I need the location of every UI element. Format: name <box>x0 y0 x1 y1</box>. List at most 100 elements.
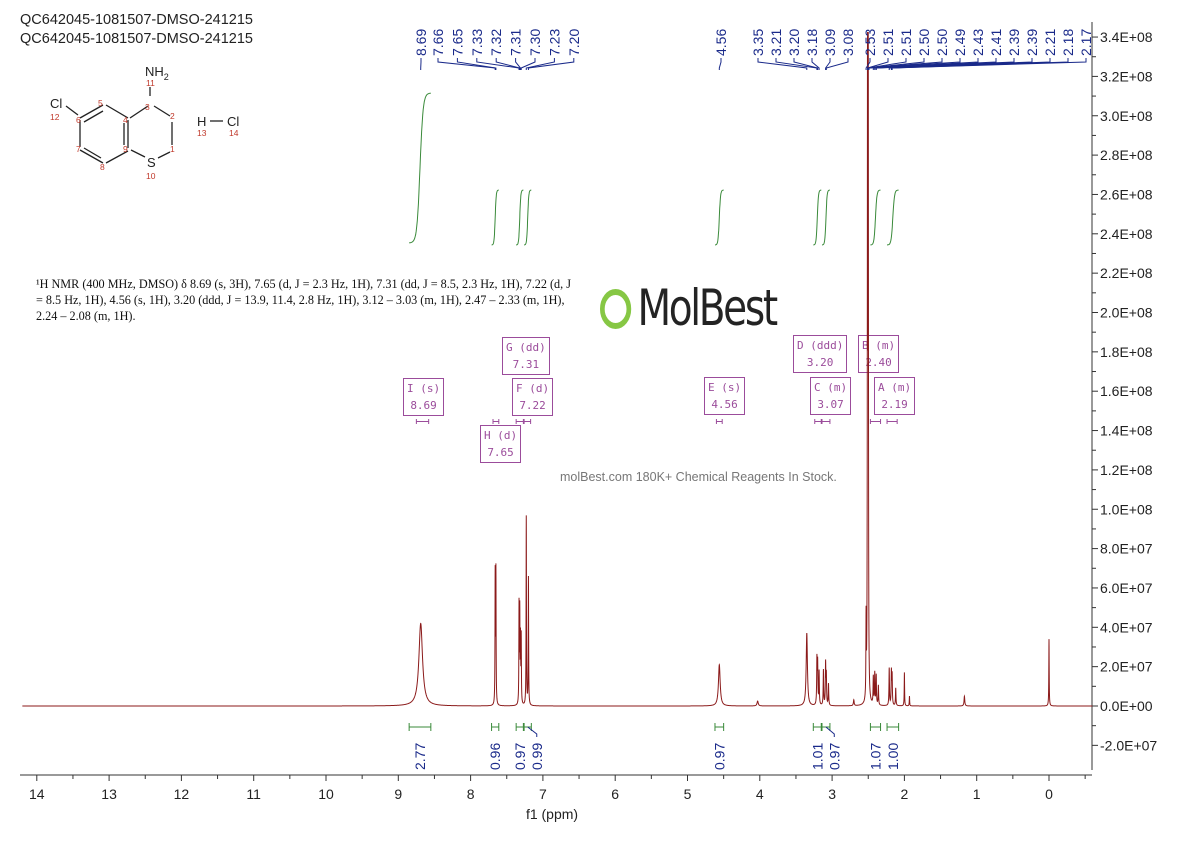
x-tick-label: 9 <box>394 786 402 802</box>
peak-label: 2.39 <box>1006 29 1022 56</box>
peak-label: 2.50 <box>916 29 932 56</box>
spectrum-line <box>22 31 1093 707</box>
multiplet-box-b: B (m) 2.40 <box>858 335 900 373</box>
x-tick-label: 11 <box>246 786 261 802</box>
y-tick-label: 2.8E+08 <box>1100 147 1153 163</box>
peak-label-connector <box>825 58 849 70</box>
atom-number: 6 <box>76 115 81 125</box>
integral-curve <box>822 189 830 246</box>
peak-label: 2.39 <box>1024 29 1040 56</box>
multiplet-range-bar <box>886 419 898 424</box>
peak-label: 2.51 <box>880 29 896 56</box>
peak-label: 3.18 <box>804 29 820 56</box>
peak-label: 3.08 <box>840 29 856 56</box>
integral-range-bar <box>886 723 900 731</box>
peak-label: 2.21 <box>1042 29 1058 56</box>
multiplet-range-bar <box>821 419 831 424</box>
multiplet-box-g: G (dd) 7.31 <box>502 337 550 375</box>
peak-label: 7.31 <box>508 29 524 56</box>
peak-label-connector <box>515 58 521 70</box>
peak-label: 2.50 <box>934 29 950 56</box>
peak-label: 3.21 <box>768 29 784 56</box>
peak-label-connector <box>811 58 820 70</box>
integral-range-bar <box>491 723 500 731</box>
y-tick-label: 3.0E+08 <box>1100 108 1153 124</box>
atom-nh2: NH2 <box>145 64 169 82</box>
integral-value: 2.77 <box>412 743 428 770</box>
x-tick-label: 3 <box>828 786 836 802</box>
peak-label-connector <box>891 58 1087 70</box>
peak-label: 7.65 <box>449 29 465 56</box>
multiplet-shift: 2.19 <box>881 398 908 411</box>
watermark-logo: MolBest <box>600 280 778 336</box>
integral-curve <box>887 189 899 246</box>
multiplet-shift: 8.69 <box>410 399 437 412</box>
multiplet-label: I (s) <box>407 382 441 395</box>
integral-label-connector <box>825 726 835 737</box>
peak-label: 7.30 <box>527 29 543 56</box>
y-tick-label: 1.8E+08 <box>1100 344 1153 360</box>
y-tick-label: -2.0E+07 <box>1100 737 1157 753</box>
y-tick-label: 0.0E+00 <box>1100 698 1153 714</box>
multiplet-box-e: E (s) 4.56 <box>704 377 746 415</box>
integral-value: 0.97 <box>826 743 842 770</box>
atom-number: 9 <box>123 144 128 154</box>
peak-label-connector <box>875 58 1033 70</box>
multiplet-box-i: I (s) 8.69 <box>403 378 445 416</box>
integral-value: 0.97 <box>512 743 528 770</box>
peak-label: 3.09 <box>822 29 838 56</box>
integral-range-bar <box>714 723 725 731</box>
integral-curve <box>491 189 499 246</box>
multiplet-range-bar <box>715 419 723 424</box>
integral-curve <box>870 189 881 246</box>
x-tick-label: 13 <box>101 786 117 802</box>
peak-label-connector <box>520 58 536 70</box>
multiplet-label: F (d) <box>516 382 550 395</box>
integral-label-connector <box>527 726 538 737</box>
peak-label: 2.43 <box>970 29 986 56</box>
multiplet-label: A (m) <box>878 381 912 394</box>
benzene-logo-icon <box>600 289 632 329</box>
peak-label: 7.23 <box>546 29 562 56</box>
multiplet-shift: 3.20 <box>806 356 834 369</box>
integral-curve <box>715 189 724 246</box>
peak-label-connector <box>868 58 961 70</box>
peak-label: 2.18 <box>1060 29 1076 56</box>
multiplet-shift: 3.07 <box>817 398 844 411</box>
atom-number: 12 <box>50 112 60 122</box>
multiplet-label: C (m) <box>814 381 848 394</box>
integral-curve <box>409 92 431 244</box>
peak-label-connector <box>527 58 575 70</box>
multiplet-range-bar <box>415 419 430 424</box>
atom-number: 1 <box>170 144 175 154</box>
x-tick-label: 2 <box>901 786 909 802</box>
peak-label: 2.41 <box>988 29 1004 56</box>
peak-label-connector <box>825 58 831 70</box>
atom-cl-hcl: Cl <box>227 114 239 129</box>
x-tick-label: 14 <box>29 786 45 802</box>
multiplet-box-c: C (m) 3.07 <box>810 377 852 415</box>
atom-h: H <box>197 114 206 129</box>
peak-label-connector <box>718 58 722 70</box>
peak-label: 3.20 <box>786 29 802 56</box>
x-tick-label: 1 <box>973 786 981 802</box>
peak-label-connector <box>867 58 943 70</box>
integral-value: 1.00 <box>885 743 901 770</box>
integral-value: 0.96 <box>487 743 503 770</box>
integral-curve <box>813 189 822 246</box>
integral-value: 0.97 <box>711 743 727 770</box>
peak-label-connector <box>757 58 808 70</box>
peak-label: 2.49 <box>952 29 968 56</box>
y-tick-label: 2.2E+08 <box>1100 265 1153 281</box>
peak-label-connector <box>775 58 818 70</box>
peak-label-connector <box>456 58 497 70</box>
atom-number: 4 <box>123 115 128 125</box>
multiplet-label: B (m) <box>862 339 896 352</box>
multiplet-range-bar <box>523 419 532 424</box>
integral-value: 1.07 <box>867 743 883 770</box>
multiplet-label: G (dd) <box>506 341 546 354</box>
peak-label-connector <box>476 58 520 70</box>
peak-label: 7.33 <box>469 29 485 56</box>
multiplet-box-a: A (m) 2.19 <box>874 377 916 415</box>
y-tick-label: 1.4E+08 <box>1100 423 1153 439</box>
